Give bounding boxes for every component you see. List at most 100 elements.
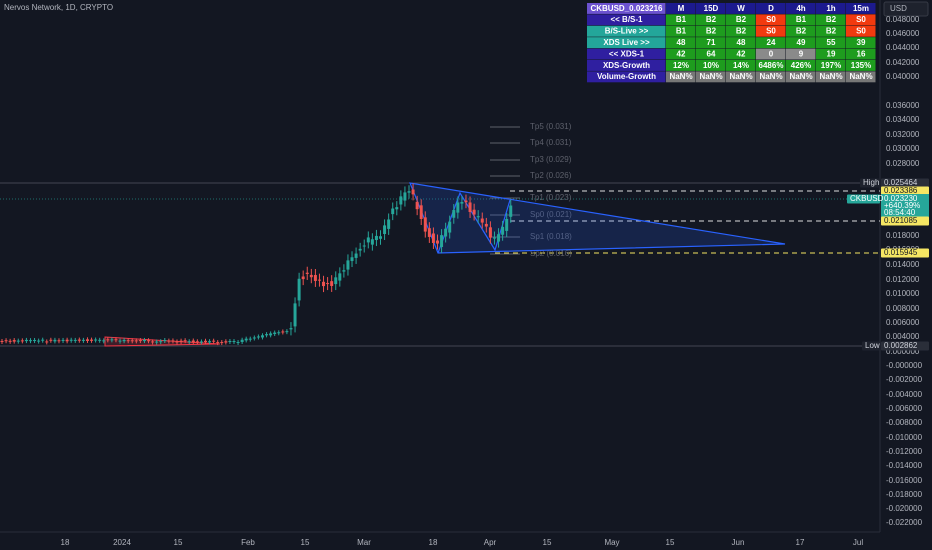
candle-body — [456, 202, 460, 213]
candle-body — [73, 339, 77, 341]
table-text: S0 — [856, 15, 866, 24]
candle-body — [403, 192, 407, 201]
table-cell — [786, 3, 816, 14]
candle-body — [159, 341, 163, 343]
price-tick-label: 0.018000 — [886, 231, 920, 240]
table-cell — [816, 71, 846, 83]
time-tick-label: 17 — [796, 538, 805, 547]
candle-body — [151, 341, 155, 343]
price-tick-label: 0.046000 — [886, 29, 920, 38]
price-tick-label: 0.040000 — [886, 72, 920, 81]
candle-body — [342, 270, 346, 272]
low-value-bg — [881, 341, 929, 351]
candle-body — [383, 225, 387, 234]
candle-body — [16, 340, 20, 342]
table-text: 135% — [851, 61, 871, 70]
level-badge-bg — [881, 216, 929, 226]
table-text: 48 — [677, 38, 686, 47]
candle-body — [175, 341, 179, 343]
table-text: B/S-Live >> — [605, 27, 649, 36]
table-text: NaN% — [819, 72, 842, 81]
table-cell — [816, 25, 846, 37]
level-badge: 0.021085 — [884, 216, 918, 225]
candle-body — [138, 340, 142, 342]
low-label: Low — [865, 341, 880, 350]
table-cell — [846, 71, 876, 83]
table-cell — [756, 14, 786, 26]
symbol-badge: CKBUSD — [850, 194, 884, 203]
candle-body — [90, 339, 94, 341]
candle-body — [49, 339, 53, 341]
table-cell — [846, 60, 876, 71]
candle-body — [366, 237, 370, 243]
table-cell — [696, 71, 726, 83]
table-text: 6486% — [759, 61, 784, 70]
price-tick-label: 0.000000 — [886, 347, 920, 356]
table-cell — [846, 48, 876, 60]
candle-body — [277, 332, 281, 334]
candle-body — [171, 340, 175, 342]
table-text: B2 — [826, 15, 837, 24]
candle-body — [505, 218, 509, 231]
candle-body — [20, 340, 24, 342]
price-tick-label: 0.004000 — [886, 332, 920, 341]
candle-body — [163, 340, 167, 342]
price-tick-label: 0.032000 — [886, 130, 920, 139]
candle-body — [370, 239, 374, 245]
candle-body — [61, 339, 65, 341]
table-cell — [587, 3, 666, 14]
candle-body — [179, 340, 183, 343]
price-tick-label: 0.028000 — [886, 159, 920, 168]
table-text: B1 — [796, 15, 807, 24]
currency-button[interactable] — [883, 1, 929, 17]
table-cell — [696, 48, 726, 60]
candle-body — [509, 205, 513, 217]
table-cell — [816, 37, 846, 49]
table-cell — [786, 37, 816, 49]
candle-body — [419, 205, 423, 220]
price-tick-label: 0.008000 — [886, 304, 920, 313]
candle-body — [427, 228, 431, 237]
price-tick-label: -0.022000 — [886, 518, 923, 527]
table-cell — [666, 48, 696, 60]
table-text: 49 — [797, 38, 806, 47]
candle-body — [240, 339, 244, 343]
candle-body — [118, 340, 122, 342]
candle-body — [167, 340, 171, 342]
candle-body — [106, 339, 110, 341]
candle-body — [297, 278, 301, 301]
candle-body — [350, 257, 354, 262]
high-value-bg — [881, 178, 929, 188]
table-cell — [846, 37, 876, 49]
table-text: B2 — [736, 27, 747, 36]
candle-body — [187, 341, 191, 343]
symbol-badge-bg — [847, 194, 880, 204]
table-cell — [756, 48, 786, 60]
candle-body — [435, 240, 439, 244]
table-cell — [726, 60, 756, 71]
table-text: NaN% — [669, 72, 692, 81]
table-cell — [756, 3, 786, 14]
candle-body — [228, 340, 232, 342]
table-text: M — [678, 4, 685, 13]
candle-body — [313, 275, 317, 281]
table-cell — [726, 37, 756, 49]
table-text: 15m — [853, 4, 869, 13]
low-label-bg — [862, 341, 880, 351]
candle-body — [81, 339, 85, 341]
time-tick-label: 15 — [174, 538, 183, 547]
candle-body — [85, 339, 89, 341]
table-text: NaN% — [849, 72, 872, 81]
candle-body — [126, 340, 130, 342]
candle-body — [501, 226, 505, 235]
table-text: W — [737, 4, 745, 13]
current-box — [881, 194, 929, 217]
candle-body — [484, 223, 488, 227]
price-tick-label: -0.002000 — [886, 375, 923, 384]
candle-body — [110, 339, 114, 341]
price-tick-label: -0.016000 — [886, 476, 923, 485]
table-text: 42 — [737, 49, 746, 58]
candle-body — [260, 335, 264, 338]
candle-body — [358, 248, 362, 251]
candle-body — [4, 340, 8, 342]
